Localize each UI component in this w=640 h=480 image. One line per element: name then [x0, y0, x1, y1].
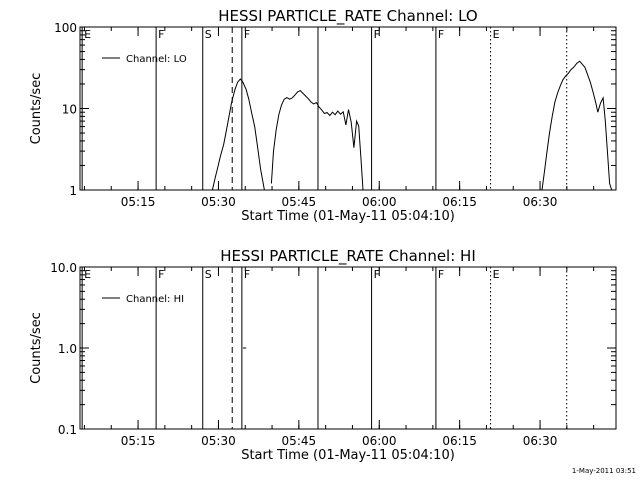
x-tick-label-hi: 05:30 [201, 434, 236, 448]
flag-label-hi: F [158, 268, 164, 281]
x-tick-label-hi: 06:30 [523, 434, 558, 448]
x-tick-label-hi: 06:00 [362, 434, 397, 448]
chart-title-lo: HESSI PARTICLE_RATE Channel: LO [218, 7, 477, 26]
x-axis-label-lo: Start Time (01-May-11 05:04:10) [241, 209, 455, 224]
timestamp: 1-May-2011 03:51 [572, 467, 636, 475]
y-tick-label-hi: 10.0 [50, 261, 77, 275]
y-tick-label-lo: 1 [69, 184, 77, 198]
y-tick-label-hi: 1.0 [58, 342, 77, 356]
series-line-lo [211, 78, 265, 191]
x-tick-label-lo: 06:00 [362, 195, 397, 209]
x-tick-label-lo: 05:30 [201, 195, 236, 209]
flag-label-hi: S [205, 268, 212, 281]
flag-label-lo: F [158, 28, 164, 41]
series-line-lo [541, 60, 613, 191]
plot-frame-hi [79, 266, 617, 430]
x-tick-label-lo: 05:45 [282, 195, 317, 209]
x-tick-label-lo: 06:15 [442, 195, 477, 209]
x-axis-label-hi: Start Time (01-May-11 05:04:10) [241, 448, 455, 463]
flag-label-lo: E [493, 28, 500, 41]
flag-label-hi: E [493, 268, 500, 281]
y-axis-label-lo: Counts/sec [29, 73, 44, 145]
x-tick-label-lo: 06:30 [523, 195, 558, 209]
flag-label-hi: F [244, 268, 250, 281]
y-axis-label-hi: Counts/sec [29, 312, 44, 384]
flag-label-lo: E [84, 28, 91, 41]
chart-title-hi: HESSI PARTICLE_RATE Channel: HI [220, 247, 476, 266]
x-tick-label-hi: 05:15 [121, 434, 156, 448]
flag-label-lo: F [438, 28, 444, 41]
y-tick-label-hi: 0.1 [58, 423, 77, 437]
x-tick-label-lo: 05:15 [121, 195, 156, 209]
legend-label-hi: Channel: HI [126, 294, 184, 305]
flag-label-lo: F [374, 28, 380, 41]
flag-label-hi: F [374, 268, 380, 281]
x-tick-label-hi: 06:15 [442, 434, 477, 448]
y-tick-label-lo: 100 [54, 21, 77, 35]
flag-label-lo: F [244, 28, 250, 41]
flag-label-hi: F [438, 268, 444, 281]
legend-label-lo: Channel: LO [126, 54, 187, 65]
y-tick-label-lo: 10 [62, 103, 77, 117]
series-line-lo [270, 89, 364, 191]
x-tick-label-hi: 05:45 [282, 434, 317, 448]
plot-frame-lo [79, 26, 617, 191]
flag-label-lo: S [205, 28, 212, 41]
flag-label-hi: E [84, 268, 91, 281]
